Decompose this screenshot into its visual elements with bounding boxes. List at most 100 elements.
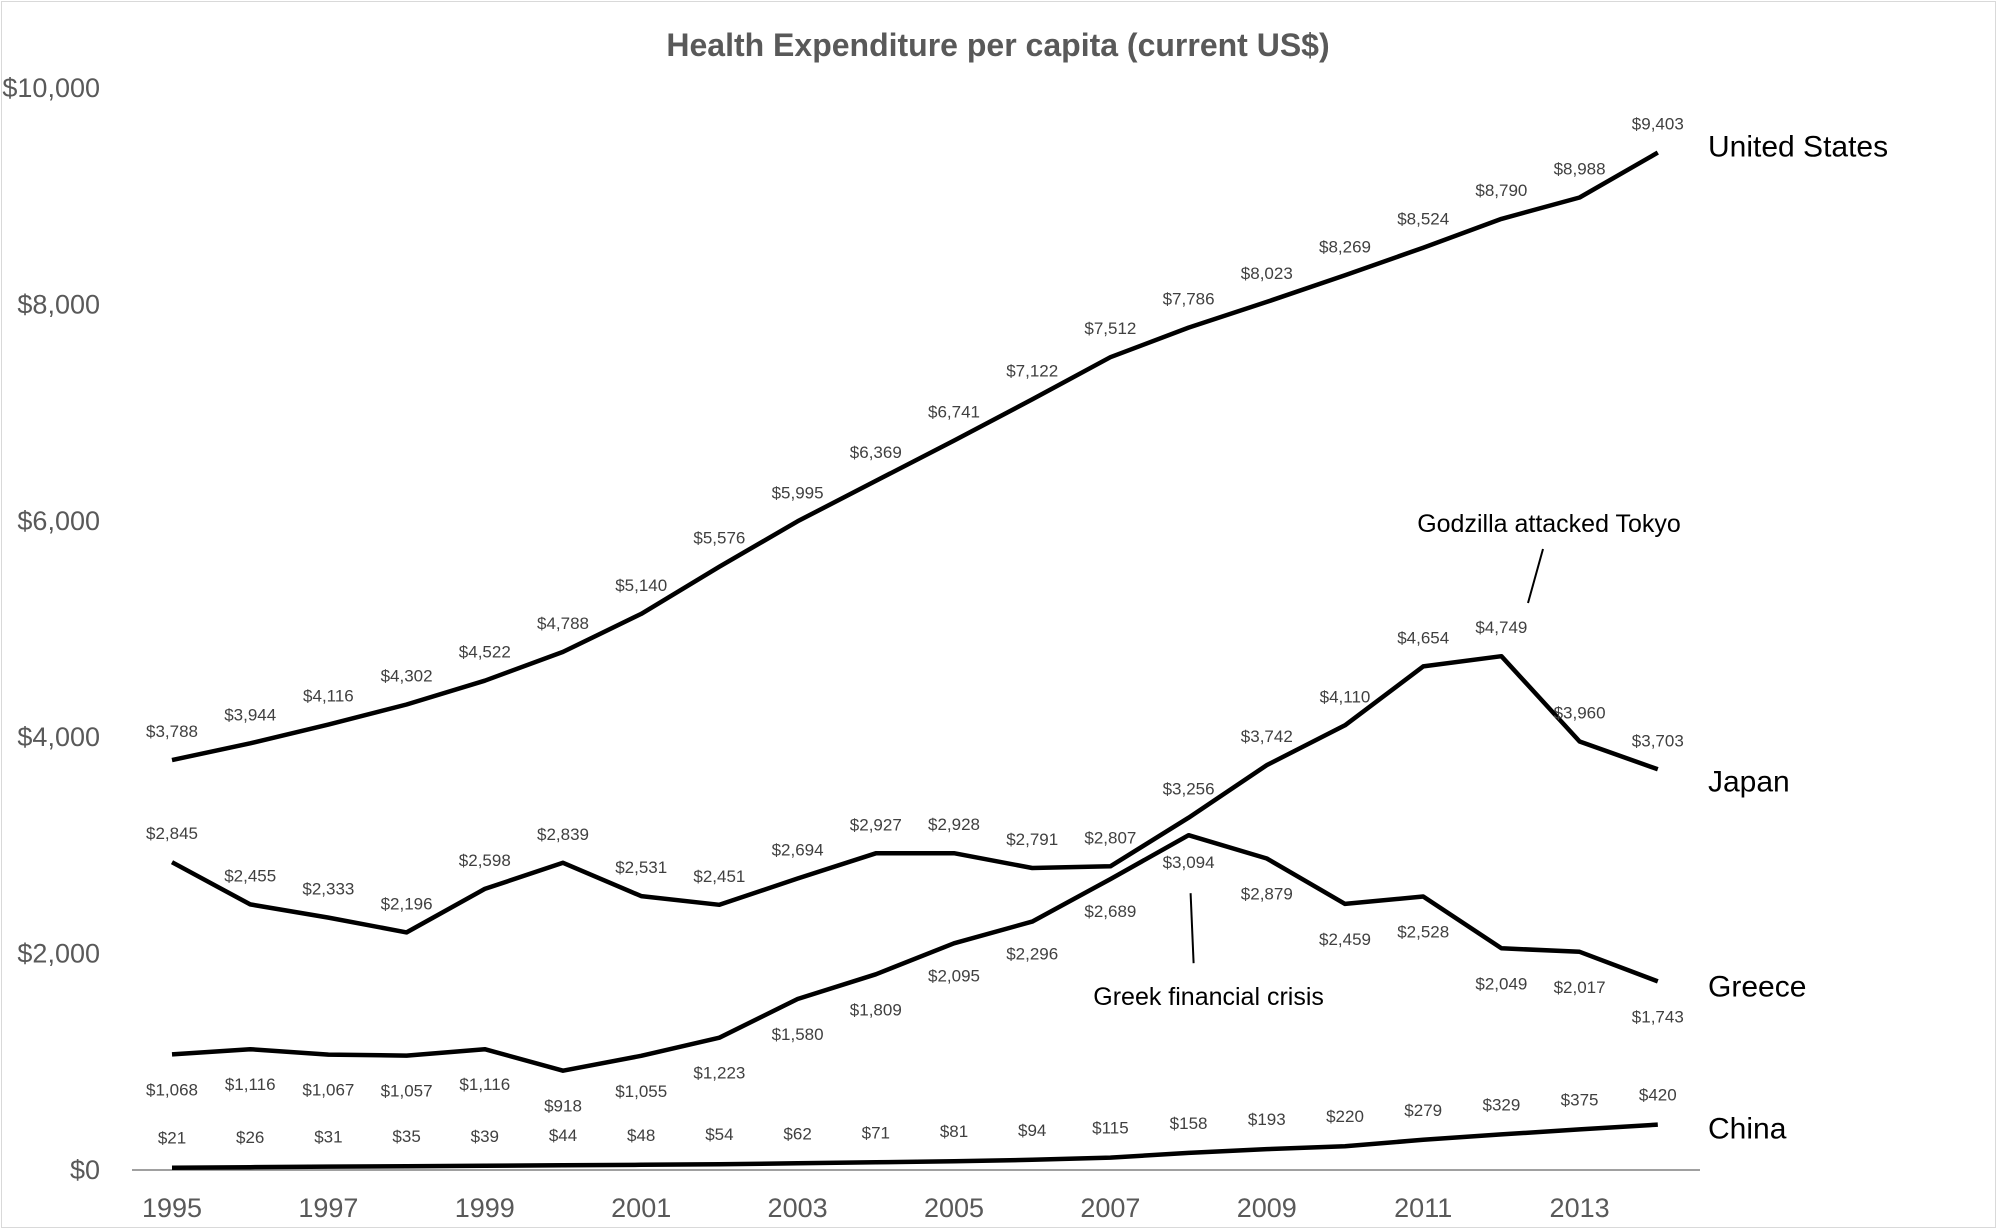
data-label-greece: $918 [544, 1097, 582, 1116]
data-label-japan: $2,196 [381, 894, 433, 913]
series-name-united-states: United States [1708, 131, 1888, 164]
x-tick-label: 2005 [924, 1193, 984, 1223]
data-label-united-states: $3,788 [146, 722, 198, 741]
data-label-greece: $2,879 [1241, 884, 1293, 903]
data-label-greece: $1,116 [459, 1075, 510, 1094]
x-tick-label: 2001 [611, 1193, 671, 1223]
y-axis: $0 $2,000 $4,000 $6,000 $8,000 $10,000 [2, 73, 100, 1185]
series-line-united-states [171, 150, 1659, 763]
y-tick-label: $10,000 [2, 73, 100, 103]
chart-title: Health Expenditure per capita (current U… [666, 27, 1329, 63]
data-label-china: $193 [1248, 1110, 1286, 1129]
series-line-china [171, 1122, 1658, 1170]
data-label-united-states: $6,741 [928, 403, 980, 422]
data-label-united-states: $9,403 [1632, 115, 1684, 134]
x-tick-label: 2007 [1080, 1193, 1140, 1223]
data-label-united-states: $5,140 [615, 576, 667, 595]
y-tick-label: $6,000 [17, 506, 100, 536]
data-label-united-states: $5,995 [772, 483, 824, 502]
series-line-japan [170, 653, 1659, 935]
data-label-united-states: $4,302 [381, 667, 433, 686]
data-label-japan: $2,598 [459, 851, 511, 870]
data-label-greece: $1,223 [693, 1064, 745, 1083]
data-label-greece: $2,528 [1397, 922, 1449, 941]
series-name-japan: Japan [1708, 765, 1790, 798]
x-tick-label: 2011 [1394, 1193, 1452, 1223]
data-label-china: $54 [705, 1125, 733, 1144]
data-label-greece: $1,055 [615, 1082, 667, 1101]
series-lines [170, 150, 1659, 1170]
data-label-japan: $4,110 [1320, 687, 1371, 706]
annotation-leader-line [1527, 548, 1544, 604]
x-axis: 1995 1997 1999 2001 2003 2005 2007 2009 2011 2013 [142, 1193, 1610, 1223]
data-label-greece: $1,809 [850, 1000, 902, 1019]
annotation-greek-crisis: Greek financial crisis [1093, 983, 1324, 1011]
data-label-japan: $2,333 [302, 880, 354, 899]
series-names: United States Japan Greece China [1708, 131, 1888, 1146]
data-label-china: $420 [1639, 1086, 1677, 1105]
annotation-godzilla: Godzilla attacked Tokyo [1417, 510, 1681, 538]
data-label-greece: $1,057 [381, 1082, 433, 1101]
data-label-china: $158 [1170, 1114, 1208, 1133]
data-label-japan: $4,654 [1397, 628, 1449, 647]
data-label-china: $115 [1092, 1119, 1129, 1138]
data-label-japan: $2,455 [224, 866, 276, 885]
x-tick-label: 2009 [1237, 1193, 1297, 1223]
data-label-united-states: $6,369 [850, 443, 902, 462]
data-labels: $3,788 $3,944 $4,116 $4,302 $4,522 $4,788 $5,1… [146, 115, 1684, 1148]
data-label-japan: $3,742 [1241, 727, 1293, 746]
data-label-united-states: $4,116 [303, 687, 354, 706]
data-label-united-states: $8,988 [1554, 159, 1606, 178]
data-label-united-states: $4,522 [459, 643, 511, 662]
data-label-united-states: $7,122 [1006, 361, 1058, 380]
data-label-united-states: $8,269 [1319, 237, 1371, 256]
data-label-greece: $3,094 [1163, 853, 1215, 872]
series-name-china: China [1708, 1113, 1787, 1146]
data-label-japan: $2,845 [146, 824, 198, 843]
data-label-greece: $1,067 [302, 1081, 354, 1100]
data-label-greece: $2,296 [1006, 945, 1058, 964]
series-line-greece [171, 832, 1659, 1073]
data-label-united-states: $8,790 [1475, 181, 1527, 200]
data-label-united-states: $3,944 [224, 705, 276, 724]
data-label-japan: $2,928 [928, 815, 980, 834]
data-label-greece: $1,743 [1632, 1007, 1684, 1026]
data-label-china: $220 [1326, 1107, 1364, 1126]
data-label-japan: $3,703 [1632, 731, 1684, 750]
data-label-japan: $3,256 [1163, 780, 1215, 799]
data-label-greece: $1,580 [772, 1025, 824, 1044]
data-label-china: $39 [471, 1127, 499, 1146]
data-label-china: $62 [783, 1124, 811, 1143]
y-tick-label: $8,000 [17, 289, 100, 319]
x-tick-label: 1999 [455, 1193, 515, 1223]
data-label-china: $279 [1404, 1101, 1442, 1120]
data-label-greece: $2,459 [1319, 930, 1371, 949]
annotations: Godzilla attacked Tokyo Greek financial c… [1093, 510, 1681, 1011]
data-label-greece: $2,017 [1554, 978, 1606, 997]
data-label-china: $26 [236, 1128, 264, 1147]
x-tick-label: 2013 [1550, 1193, 1610, 1223]
data-label-china: $35 [392, 1127, 420, 1146]
data-label-china: $94 [1018, 1121, 1046, 1140]
x-tick-label: 1995 [142, 1193, 202, 1223]
data-label-united-states: $4,788 [537, 614, 589, 633]
data-label-china: $44 [549, 1126, 577, 1145]
data-label-japan: $2,451 [693, 867, 745, 886]
data-label-united-states: $7,786 [1163, 290, 1215, 309]
data-label-japan: $2,927 [850, 815, 902, 834]
data-label-greece: $2,689 [1084, 902, 1136, 921]
data-label-greece: $1,068 [146, 1080, 198, 1099]
data-label-china: $31 [314, 1128, 342, 1147]
data-label-united-states: $5,576 [693, 529, 745, 548]
annotation-leader-line [1189, 893, 1195, 964]
data-label-china: $21 [158, 1129, 186, 1148]
data-label-japan: $3,960 [1554, 704, 1606, 723]
data-label-china: $81 [940, 1122, 968, 1141]
data-label-china: $375 [1561, 1090, 1599, 1109]
data-label-china: $71 [862, 1123, 890, 1142]
data-label-united-states: $7,512 [1084, 319, 1136, 338]
series-name-greece: Greece [1708, 970, 1806, 1003]
data-label-japan: $2,531 [615, 858, 667, 877]
data-label-japan: $4,749 [1475, 618, 1527, 637]
